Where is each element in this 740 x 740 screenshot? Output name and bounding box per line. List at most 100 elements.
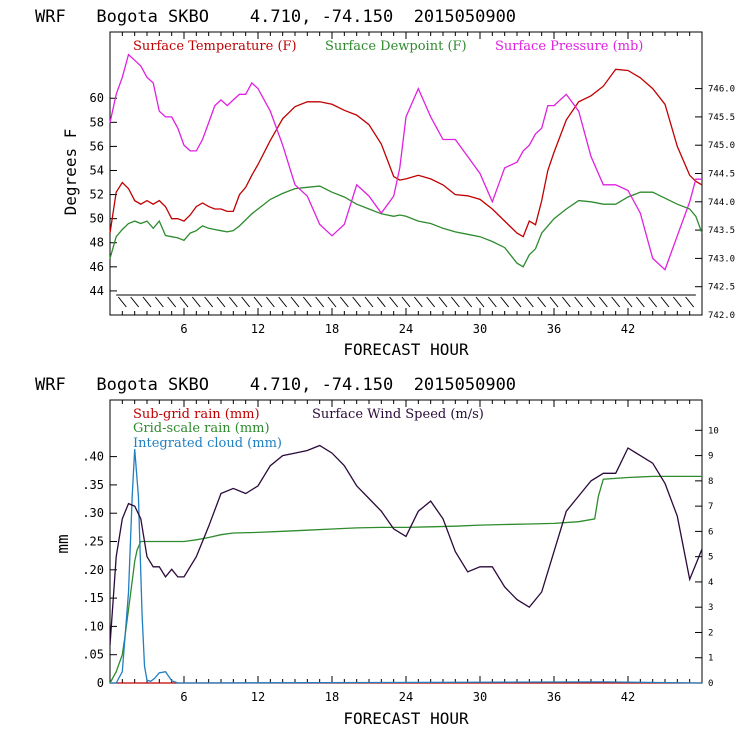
legend-surface-temperature: Surface Temperature (F): [133, 39, 297, 54]
y2-tick-label: 742.5: [708, 283, 735, 293]
wind-barb: [204, 296, 214, 308]
wind-barb: [672, 296, 682, 308]
bottom-chart-title: WRF Bogota SKBO 4.710, -74.150 201505090…: [35, 375, 516, 395]
top-axis-ticks: [110, 32, 702, 316]
wind-barb: [475, 296, 485, 308]
y-tick-label: 60: [90, 91, 104, 105]
y-tick-label: .25: [82, 535, 104, 549]
wind-barb: [167, 296, 177, 308]
wind-speed-line: [109, 444, 703, 646]
wind-barb: [376, 296, 386, 308]
wind-barb: [228, 296, 238, 308]
wind-barb: [549, 296, 559, 308]
wind-barb: [278, 296, 288, 308]
wind-barb: [241, 296, 251, 308]
y2-tick-label: 4: [708, 578, 713, 588]
y2-tick-label: 745.0: [708, 141, 735, 151]
top-series-lines: [109, 53, 703, 271]
y-tick-label: .30: [82, 506, 104, 520]
wind-barb: [352, 296, 362, 308]
wind-barb-row: [116, 294, 696, 308]
bottom-series-lines: [109, 444, 703, 684]
top-x-tick-labels: 6 12 18 24 30 36 42: [180, 322, 635, 336]
x-tick-label: 6: [180, 322, 187, 336]
top-y-tick-labels: 44 46 48 50 52 54 56 58 60: [90, 91, 104, 298]
wind-barb: [574, 296, 584, 308]
y2-tick-label: 744.5: [708, 170, 735, 180]
wind-barb: [364, 296, 374, 308]
legend-surface-wind-speed: Surface Wind Speed (m/s): [312, 407, 484, 422]
y2-tick-label: 8: [708, 477, 713, 487]
wind-barb: [253, 296, 263, 308]
wind-barb: [426, 296, 436, 308]
legend-surface-dewpoint: Surface Dewpoint (F): [325, 39, 467, 54]
y-tick-label: 52: [90, 188, 104, 202]
integrated-cloud-line: [110, 449, 703, 684]
x-tick-label: 30: [473, 690, 487, 704]
wind-barb: [401, 296, 411, 308]
y2-tick-label: 1: [708, 654, 713, 664]
y-tick-label: 58: [90, 115, 104, 129]
wind-barb: [339, 296, 349, 308]
wind-barb: [685, 296, 695, 308]
y2-tick-label: 2: [708, 628, 713, 638]
y-tick-label: .15: [82, 591, 104, 605]
y2-tick-label: 10: [708, 426, 719, 436]
y2-tick-label: 9: [708, 452, 713, 462]
legend-subgrid-rain: Sub-grid rain (mm): [133, 407, 260, 422]
temperature-line: [109, 68, 703, 238]
y2-tick-label: 746.0: [708, 85, 735, 95]
y2-tick-label: 3: [708, 603, 713, 613]
pressure-line: [109, 53, 702, 271]
y2-tick-label: 0: [708, 679, 713, 689]
wind-barb: [598, 296, 608, 308]
top-y-axis-label: Degrees F: [61, 129, 80, 216]
x-tick-label: 42: [621, 690, 635, 704]
x-tick-label: 18: [325, 690, 339, 704]
wind-barb: [537, 296, 547, 308]
y-tick-label: .05: [82, 648, 104, 662]
x-tick-label: 18: [325, 322, 339, 336]
wind-barb: [635, 296, 645, 308]
temperature-panel: WRF Bogota SKBO 4.710, -74.150 201505090…: [35, 7, 735, 359]
wind-barb: [463, 296, 473, 308]
y2-tick-label: 6: [708, 527, 713, 537]
y2-tick-label: 745.5: [708, 113, 735, 123]
legend-grid-scale-rain: Grid-scale rain (mm): [133, 421, 270, 436]
wind-barb: [142, 296, 152, 308]
y-tick-label: 0: [97, 676, 104, 690]
y-tick-label: 54: [90, 163, 104, 177]
y-tick-label: 44: [90, 284, 104, 298]
wind-barb: [487, 296, 497, 308]
bottom-x-axis-label: FORECAST HOUR: [343, 709, 469, 728]
bottom-y2-tick-labels: 0 1 2 3 4 5 6 7 8 9 10: [708, 426, 719, 689]
y2-tick-label: 742.0: [708, 311, 735, 321]
wind-barb: [130, 296, 140, 308]
x-tick-label: 36: [547, 690, 561, 704]
x-tick-label: 30: [473, 322, 487, 336]
y-tick-label: 48: [90, 236, 104, 250]
top-y2-tick-labels: 742.0 742.5 743.0 743.5 744.0 744.5 745.0 745.5…: [708, 85, 735, 321]
wind-barb: [154, 296, 164, 308]
x-tick-label: 24: [399, 690, 413, 704]
wind-barb: [438, 296, 448, 308]
y2-tick-label: 743.5: [708, 226, 735, 236]
dewpoint-line: [109, 185, 703, 268]
y2-tick-label: 743.0: [708, 254, 735, 264]
wind-barb: [500, 296, 510, 308]
bottom-y-axis-label: mm: [53, 534, 72, 553]
wind-barb: [302, 296, 312, 308]
x-tick-label: 12: [251, 690, 265, 704]
y-tick-label: 50: [90, 212, 104, 226]
wind-barb: [327, 296, 337, 308]
legend-surface-pressure: Surface Pressure (mb): [495, 39, 643, 54]
precipitation-panel: WRF Bogota SKBO 4.710, -74.150 201505090…: [35, 375, 719, 728]
y-tick-label: .35: [82, 478, 104, 492]
top-chart-title: WRF Bogota SKBO 4.710, -74.150 201505090…: [35, 7, 516, 27]
wind-barb: [179, 296, 189, 308]
wind-barb: [623, 296, 633, 308]
wind-barb: [586, 296, 596, 308]
wind-barb: [117, 296, 127, 308]
x-tick-label: 24: [399, 322, 413, 336]
